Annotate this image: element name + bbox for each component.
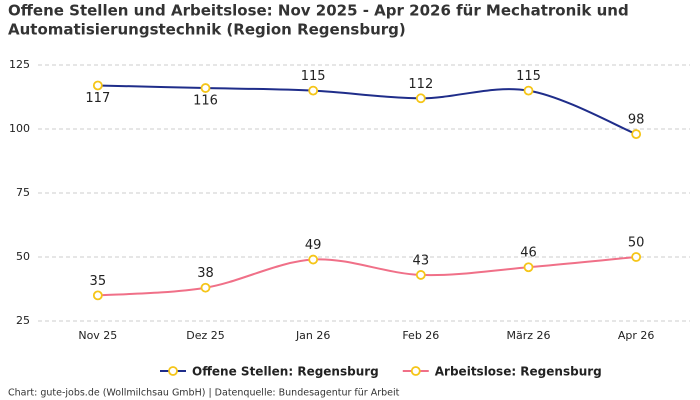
marker <box>523 262 534 273</box>
marker <box>631 129 642 140</box>
source: Chart: gute-jobs.de (Wollmilchsau GmbH) … <box>8 388 400 399</box>
x-tick-label: März 26 <box>506 329 550 342</box>
marker <box>415 93 426 104</box>
data-label: 115 <box>516 69 541 84</box>
data-label: 50 <box>628 236 645 251</box>
chart-title: Offene Stellen und Arbeitslose: Nov 2025… <box>8 2 629 20</box>
marker <box>200 83 211 93</box>
legend-label: Arbeitslose: Regensburg <box>435 365 602 379</box>
x-tick-label: Dez 25 <box>186 329 225 342</box>
data-label: 46 <box>520 246 537 261</box>
x-tick-label: Jan 26 <box>295 329 330 342</box>
legend-label: Offene Stellen: Regensburg <box>192 365 379 379</box>
series-line <box>97 84 637 136</box>
marker <box>308 254 319 265</box>
x-tick-label: Feb 26 <box>402 329 439 342</box>
marker <box>523 85 534 96</box>
marker <box>308 85 319 96</box>
legend-marker <box>168 366 178 376</box>
chart-title: Automatisierungstechnik (Region Regensbu… <box>8 21 406 39</box>
data-label: 112 <box>408 77 433 92</box>
x-tick-label: Apr 26 <box>618 329 655 342</box>
y-tick-label: 125 <box>9 58 30 71</box>
data-label: 115 <box>301 69 326 84</box>
data-label: 49 <box>305 238 322 253</box>
y-tick-label: 25 <box>16 314 30 327</box>
x-tick-label: Nov 25 <box>78 329 117 342</box>
data-label: 35 <box>90 274 107 289</box>
data-label: 43 <box>413 253 430 268</box>
marker <box>415 270 426 280</box>
marker <box>200 282 211 293</box>
y-tick-label: 100 <box>9 122 30 135</box>
y-tick-label: 75 <box>16 186 30 199</box>
marker <box>92 290 103 301</box>
data-label: 117 <box>85 91 110 106</box>
data-label: 116 <box>193 94 218 109</box>
series-line <box>97 256 637 297</box>
data-label: 98 <box>628 113 645 128</box>
y-tick-label: 50 <box>16 250 30 263</box>
marker <box>92 80 103 91</box>
data-label: 38 <box>197 266 214 281</box>
legend-marker <box>410 366 421 376</box>
marker <box>631 252 642 262</box>
